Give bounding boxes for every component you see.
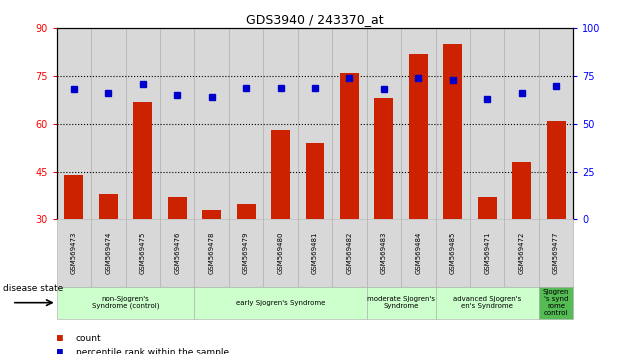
Bar bbox=[271, 130, 290, 219]
Bar bbox=[91, 28, 125, 219]
Bar bbox=[229, 28, 263, 219]
Bar bbox=[367, 28, 401, 219]
Text: GSM569485: GSM569485 bbox=[450, 232, 455, 274]
Bar bbox=[444, 44, 462, 219]
Bar bbox=[91, 219, 125, 287]
Bar bbox=[478, 197, 496, 219]
Text: GSM569475: GSM569475 bbox=[140, 232, 146, 274]
Bar bbox=[435, 287, 539, 319]
Text: advanced Sjogren's
en's Syndrome: advanced Sjogren's en's Syndrome bbox=[453, 296, 521, 309]
Text: GSM569483: GSM569483 bbox=[381, 232, 387, 274]
Text: GSM569484: GSM569484 bbox=[415, 232, 421, 274]
Bar bbox=[229, 219, 263, 287]
Bar bbox=[195, 219, 229, 287]
Bar bbox=[470, 219, 505, 287]
Bar bbox=[298, 28, 332, 219]
Title: GDS3940 / 243370_at: GDS3940 / 243370_at bbox=[246, 13, 384, 26]
Text: GSM569476: GSM569476 bbox=[175, 232, 180, 274]
Text: Sjogren
's synd
rome
control: Sjogren 's synd rome control bbox=[543, 289, 570, 316]
Bar bbox=[160, 28, 195, 219]
Bar bbox=[57, 287, 195, 319]
Bar bbox=[367, 219, 401, 287]
Bar bbox=[168, 197, 186, 219]
Text: GSM569474: GSM569474 bbox=[105, 232, 112, 274]
Bar bbox=[57, 219, 91, 287]
Bar bbox=[57, 28, 91, 219]
Text: non-Sjogren's
Syndrome (control): non-Sjogren's Syndrome (control) bbox=[92, 296, 159, 309]
Bar bbox=[263, 219, 298, 287]
Text: GSM569473: GSM569473 bbox=[71, 232, 77, 274]
Bar bbox=[547, 121, 566, 219]
Bar bbox=[125, 28, 160, 219]
Bar bbox=[195, 287, 367, 319]
Bar bbox=[202, 210, 221, 219]
Bar bbox=[401, 219, 435, 287]
Bar bbox=[374, 98, 393, 219]
Bar bbox=[125, 219, 160, 287]
Bar bbox=[401, 28, 435, 219]
Bar bbox=[435, 28, 470, 219]
Bar bbox=[470, 28, 505, 219]
Bar bbox=[539, 287, 573, 319]
Bar bbox=[64, 175, 83, 219]
Text: GSM569482: GSM569482 bbox=[346, 232, 352, 274]
Bar bbox=[134, 102, 152, 219]
Bar bbox=[263, 28, 298, 219]
Bar bbox=[505, 219, 539, 287]
Bar bbox=[340, 73, 359, 219]
Bar bbox=[512, 162, 531, 219]
Text: GSM569480: GSM569480 bbox=[278, 232, 284, 274]
Text: moderate Sjogren's
Syndrome: moderate Sjogren's Syndrome bbox=[367, 296, 435, 309]
Text: GSM569481: GSM569481 bbox=[312, 232, 318, 274]
Text: GSM569472: GSM569472 bbox=[518, 232, 525, 274]
Bar bbox=[539, 219, 573, 287]
Bar bbox=[332, 219, 367, 287]
Text: GSM569478: GSM569478 bbox=[209, 232, 215, 274]
Text: percentile rank within the sample: percentile rank within the sample bbox=[76, 348, 229, 354]
Text: disease state: disease state bbox=[3, 284, 64, 293]
Bar bbox=[160, 219, 195, 287]
Text: ■: ■ bbox=[57, 347, 62, 354]
Bar bbox=[367, 287, 435, 319]
Bar bbox=[539, 28, 573, 219]
Bar bbox=[332, 28, 367, 219]
Bar bbox=[409, 54, 428, 219]
Bar bbox=[237, 204, 256, 219]
Text: ■: ■ bbox=[57, 333, 62, 343]
Bar bbox=[306, 143, 324, 219]
Text: early Sjogren's Syndrome: early Sjogren's Syndrome bbox=[236, 300, 325, 306]
Text: GSM569471: GSM569471 bbox=[484, 232, 490, 274]
Bar bbox=[99, 194, 118, 219]
Text: GSM569477: GSM569477 bbox=[553, 232, 559, 274]
Text: count: count bbox=[76, 333, 101, 343]
Bar bbox=[195, 28, 229, 219]
Text: GSM569479: GSM569479 bbox=[243, 232, 249, 274]
Bar bbox=[505, 28, 539, 219]
Bar bbox=[298, 219, 332, 287]
Bar bbox=[435, 219, 470, 287]
